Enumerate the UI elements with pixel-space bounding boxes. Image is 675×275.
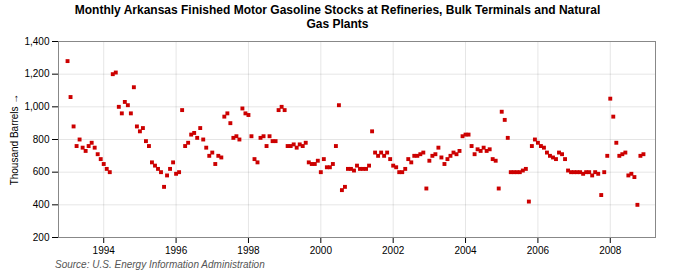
svg-text:800: 800 xyxy=(33,134,50,145)
svg-text:1996: 1996 xyxy=(165,245,188,256)
svg-text:400: 400 xyxy=(33,199,50,210)
html-text:Monthly Arkansas Finished Moto: Monthly Arkansas Finished Motor Gasoline… xyxy=(74,3,601,31)
svg-text:2002: 2002 xyxy=(382,245,405,256)
svg-text:1,400: 1,400 xyxy=(24,36,49,47)
svg-text:Thousand Barrels →: Thousand Barrels → xyxy=(9,94,20,186)
svg-text:1,000: 1,000 xyxy=(24,101,49,112)
svg-text:2008: 2008 xyxy=(599,245,622,256)
svg-text:600: 600 xyxy=(33,166,50,177)
svg-text:2000: 2000 xyxy=(310,245,333,256)
svg-text:1,200: 1,200 xyxy=(24,68,49,79)
svg-text:2004: 2004 xyxy=(454,245,477,256)
svg-text:2006: 2006 xyxy=(527,245,550,256)
svg-text:200: 200 xyxy=(33,232,50,243)
svg-text:1998: 1998 xyxy=(237,245,260,256)
svg-text:1994: 1994 xyxy=(93,245,116,256)
html-text:Source: U.S. Energy Informatio: Source: U.S. Energy Information Administ… xyxy=(55,259,265,270)
